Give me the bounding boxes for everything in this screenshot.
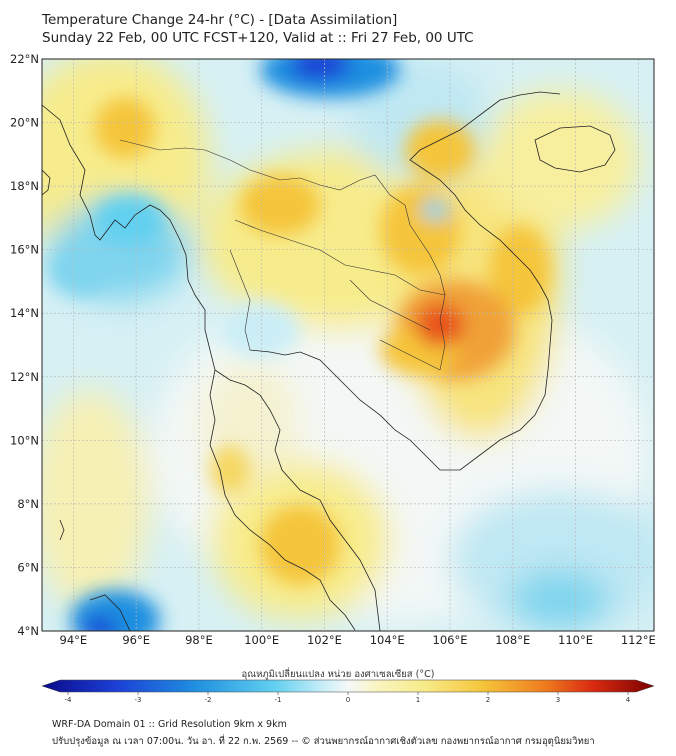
lat-label: 16°N xyxy=(10,243,39,257)
chart-subtitle: Sunday 22 Feb, 00 UTC FCST+120, Valid at… xyxy=(42,30,474,46)
plot-frame xyxy=(41,58,655,632)
lat-label: 8°N xyxy=(17,497,39,511)
colorbar-tick-label: 4 xyxy=(626,696,631,704)
colorbar: -4 -3 -2 -1 0 1 2 3 4 xyxy=(41,679,655,704)
lon-label: 112°E xyxy=(621,633,656,647)
colorbar-tick-label: 1 xyxy=(416,696,420,704)
lon-label: 100°E xyxy=(244,633,279,647)
lat-label: 10°N xyxy=(10,433,39,447)
longitude-labels: 94°E 96°E 98°E 100°E 102°E 104°E 106°E 108°E 110… xyxy=(60,633,656,647)
colorbar-tick-label: -3 xyxy=(135,696,142,704)
colorbar-tick-label: 3 xyxy=(556,696,560,704)
lat-label: 14°N xyxy=(10,306,39,320)
colorbar-tick-label: 2 xyxy=(486,696,490,704)
borders xyxy=(119,139,446,371)
colorbar-tick-label: -4 xyxy=(65,696,73,704)
colorbar-tick-label: -1 xyxy=(275,696,282,704)
coastlines xyxy=(42,91,616,631)
lat-label: 6°N xyxy=(17,560,39,574)
lon-label: 104°E xyxy=(370,633,405,647)
lon-label: 106°E xyxy=(433,633,468,647)
lon-label: 102°E xyxy=(307,633,342,647)
lat-label: 22°N xyxy=(10,52,39,66)
latitude-labels: 22°N 20°N 18°N 16°N 14°N 12°N 10°N 8°N 6°N 4°N xyxy=(10,52,39,638)
lon-label: 94°E xyxy=(60,633,88,647)
colorbar-tick-label: -2 xyxy=(205,696,212,704)
temperature-field xyxy=(42,59,654,631)
lat-label: 12°N xyxy=(10,370,39,384)
lon-label: 110°E xyxy=(558,633,593,647)
lat-label: 20°N xyxy=(10,116,39,130)
lon-label: 96°E xyxy=(122,633,150,647)
colorbar-tick-label: 0 xyxy=(346,696,350,704)
colorbar-ramp xyxy=(41,679,655,693)
lat-label: 18°N xyxy=(10,179,39,193)
footer-update-info: ปรับปรุงข้อมูล ณ เวลา 07:00น. วัน อา. ที… xyxy=(52,736,595,747)
colorbar-label: อุณหภูมิเปลี่ยนแปลง หน่วย องศาเซลเซียส (… xyxy=(241,669,435,680)
footer-model-info: WRF-DA Domain 01 :: Grid Resolution 9km … xyxy=(52,719,287,730)
lon-label: 98°E xyxy=(185,633,213,647)
chart-title: Temperature Change 24-hr (°C) - [Data As… xyxy=(42,12,398,28)
lat-label: 4°N xyxy=(17,624,39,638)
lon-label: 108°E xyxy=(495,633,530,647)
